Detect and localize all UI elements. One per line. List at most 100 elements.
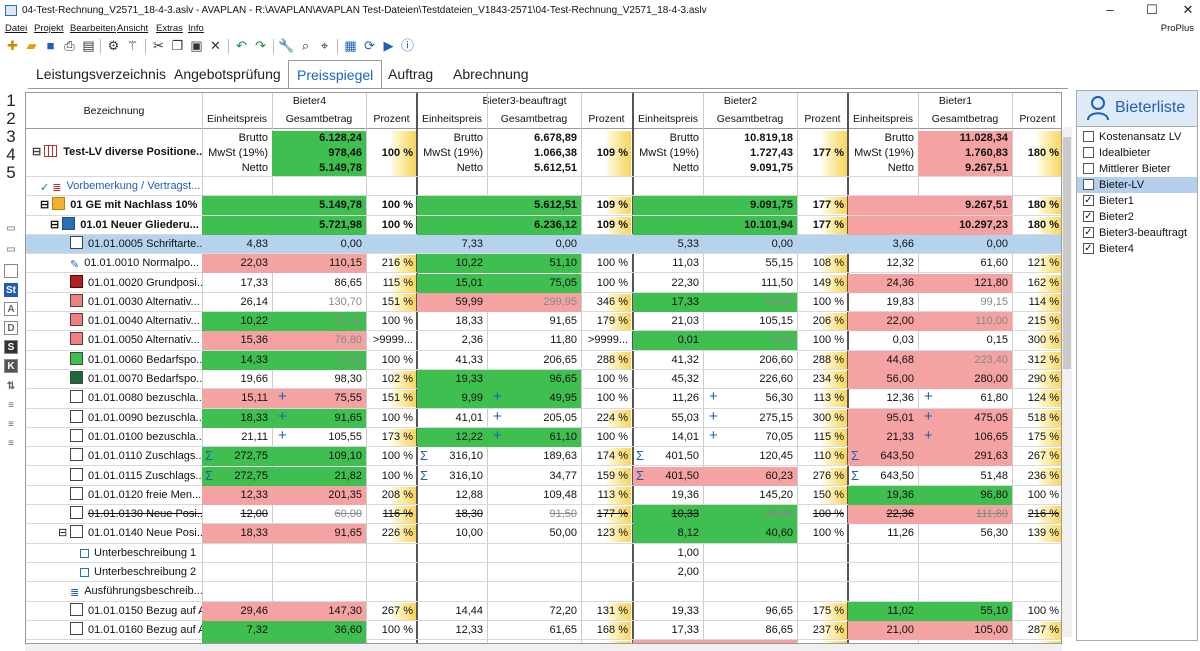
collapse-icon[interactable]: ⊟ — [40, 199, 50, 212]
cell-prozent[interactable]: 276 % — [812, 469, 844, 482]
bidder-header[interactable]: Bieter4 — [292, 95, 327, 107]
cell-prozent[interactable]: 115 % — [382, 276, 413, 289]
cell-gesamtbetrag[interactable]: 111,50 — [760, 276, 793, 289]
cell-prozent[interactable]: 346 % — [596, 295, 628, 308]
cell-gesamtbetrag[interactable]: 121,80 — [918, 273, 1012, 293]
cell-prozent[interactable]: 206 % — [812, 315, 844, 328]
table-row[interactable]: 01.01.0040 Alternativ... 10,22 51,10 100 % 1… — [26, 312, 1061, 332]
cell-prozent[interactable]: 215 % — [1027, 315, 1059, 328]
cell-gesamtbetrag[interactable]: 51,10 — [487, 254, 581, 274]
cell-prozent[interactable]: 216 % — [381, 257, 413, 270]
cell-einheitspreis[interactable]: 19,36 — [848, 485, 918, 505]
cut-icon[interactable]: ✂ — [153, 38, 164, 53]
cell-gesamtbetrag[interactable]: 40,60 — [703, 524, 797, 544]
cell-einheitspreis[interactable]: 12,22 — [417, 427, 487, 447]
cell-gesamtbetrag[interactable]: 61,80 — [980, 392, 1008, 405]
cell-prozent[interactable]: 113 % — [597, 488, 628, 501]
search-icon[interactable]: ⌕ — [301, 38, 310, 53]
tab-leistungsverzeichnis[interactable]: Leistungsverzeichnis — [36, 66, 166, 82]
cell-einheitspreis[interactable]: 5,66 — [202, 640, 272, 643]
checkbox[interactable] — [1083, 147, 1094, 158]
cell-prozent[interactable]: 175 % — [812, 604, 844, 617]
cell-gesamtbetrag[interactable]: 291,63 — [918, 447, 1012, 467]
cell-prozent[interactable]: 113 % — [813, 392, 844, 405]
cell-gesamtbetrag[interactable]: 51,65 — [703, 505, 797, 525]
table-row[interactable]: ✎ 01.01.0010 Normalpo... 22,03 110,15 216 % 1… — [26, 254, 1061, 274]
cell-einheitspreis[interactable]: 45,32 — [671, 373, 699, 385]
paste-icon[interactable]: ▣ — [190, 38, 203, 53]
cell-prozent[interactable]: 151 % — [381, 295, 413, 308]
cell-prozent[interactable]: 110 % — [813, 450, 844, 463]
calculator-icon[interactable]: ▦ — [344, 38, 357, 53]
cell-einheitspreis[interactable]: 316,10 — [449, 450, 483, 463]
cell-einheitspreis[interactable]: 12,88 — [455, 488, 483, 501]
cell-einheitspreis[interactable] — [848, 215, 918, 235]
cell-gesamtbetrag[interactable]: 55,15 — [765, 257, 793, 270]
cell-gesamtbetrag[interactable]: 56,30 — [980, 527, 1008, 540]
cell-einheitspreis[interactable]: 22,30 — [671, 276, 699, 289]
bidder-list-item[interactable]: ✓ Bieter4 — [1077, 241, 1197, 257]
cell-gesamtbetrag[interactable]: 61,10 — [487, 427, 581, 447]
cell-gesamtbetrag[interactable]: 223,40 — [918, 350, 1012, 370]
folder-icon[interactable]: ▭ — [6, 244, 16, 255]
scrollbar-thumb[interactable] — [1063, 137, 1071, 369]
cell-prozent[interactable]: 100 % — [596, 276, 628, 289]
undo-icon[interactable]: ↶ — [236, 38, 247, 53]
cell-einheitspreis[interactable]: 21,03 — [671, 315, 699, 328]
cell-prozent[interactable]: 100 % — [812, 508, 844, 521]
cell-einheitspreis[interactable] — [848, 563, 918, 582]
cell-einheitspreis[interactable] — [633, 196, 703, 216]
cell-gesamtbetrag[interactable]: 96,65 — [765, 604, 793, 617]
maximize-button[interactable]: ☐ — [1146, 2, 1158, 17]
cell-gesamtbetrag[interactable]: 201,35 — [272, 485, 366, 505]
row-number[interactable]: 1 — [6, 91, 16, 110]
cell-einheitspreis[interactable]: 19,83 — [886, 295, 914, 308]
cell-einheitspreis[interactable]: 272,75 — [202, 447, 272, 467]
cell-prozent[interactable]: 267 % — [1027, 450, 1059, 463]
menu-ansicht[interactable]: Ansicht — [117, 23, 149, 34]
cell-gesamtbetrag[interactable]: 280,00 — [918, 370, 1012, 389]
sub-header-gb[interactable]: Gesamtbetrag — [716, 113, 784, 125]
cell-gesamtbetrag[interactable]: 109,10 — [272, 447, 366, 467]
cell-gesamtbetrag[interactable] — [703, 582, 797, 601]
cell-gesamtbetrag[interactable]: 91,65 — [549, 315, 577, 328]
cell-einheitspreis[interactable]: 11,26 — [672, 392, 699, 405]
cell-einheitspreis[interactable]: 401,50 — [665, 450, 699, 463]
cell-prozent[interactable]: 109 % — [596, 218, 628, 231]
cell-prozent[interactable]: 177 % — [596, 508, 628, 521]
menu-info[interactable]: Info — [188, 23, 204, 34]
summary-row[interactable]: ⊟ Test-LV diverse Positione... Brutto 6.128… — [26, 129, 1061, 177]
cell-einheitspreis[interactable]: 21,00 — [848, 620, 918, 640]
table-row[interactable]: 01.01.0080 bezuschla... 15,11 75,55 +151 % 9… — [26, 388, 1061, 409]
cell-gesamtbetrag[interactable] — [918, 563, 1012, 582]
cell-einheitspreis[interactable]: 41,32 — [671, 353, 699, 366]
cell-einheitspreis[interactable]: 19,36 — [671, 488, 699, 501]
cell-prozent[interactable]: 159 % — [596, 469, 628, 482]
row-number[interactable]: 5 — [6, 163, 16, 182]
cell-prozent[interactable]: 151 % — [381, 392, 413, 405]
cell-prozent[interactable]: >9999... — [372, 334, 413, 347]
cell-einheitspreis[interactable]: 12,00 — [240, 508, 268, 521]
cell-prozent[interactable]: 162 % — [1027, 276, 1059, 289]
checkbox[interactable]: ✓ — [1083, 211, 1094, 222]
blank-icon[interactable] — [4, 264, 18, 278]
refresh-icon[interactable]: ⟳ — [364, 38, 375, 53]
cell-prozent[interactable]: 100 % — [381, 450, 413, 463]
cell-gesamtbetrag[interactable]: 96,65 — [487, 370, 581, 389]
table-row[interactable]: 01.01.0090 bezuschla... 18,33 91,65 +100 % 4… — [26, 408, 1061, 428]
cell-einheitspreis[interactable] — [848, 582, 918, 601]
st-icon[interactable]: St — [4, 283, 18, 297]
cell-einheitspreis[interactable]: 18,33 — [202, 408, 272, 428]
table-row[interactable]: Unterbeschreibung 2 2,00 — [26, 563, 1061, 583]
cell-gesamtbetrag[interactable] — [487, 177, 581, 196]
cell-einheitspreis[interactable]: 18,33 — [455, 315, 483, 328]
cell-einheitspreis[interactable] — [202, 196, 272, 216]
cell-einheitspreis[interactable]: 12,36 — [886, 392, 914, 405]
table-row[interactable]: 01.01.0070 Bedarfspo... 19,66 98,30 102 % 19… — [26, 370, 1061, 390]
cell-einheitspreis[interactable]: 22,00 — [848, 312, 918, 332]
bidder-header[interactable]: Bieter2 — [723, 95, 758, 107]
bidder-list-item[interactable]: Bieter-LV — [1077, 177, 1197, 193]
cell-gesamtbetrag[interactable]: 5.721,98 — [272, 215, 366, 235]
cell-gesamtbetrag[interactable]: 475,05 — [918, 408, 1012, 428]
cell-einheitspreis[interactable]: 26,14 — [240, 295, 268, 308]
